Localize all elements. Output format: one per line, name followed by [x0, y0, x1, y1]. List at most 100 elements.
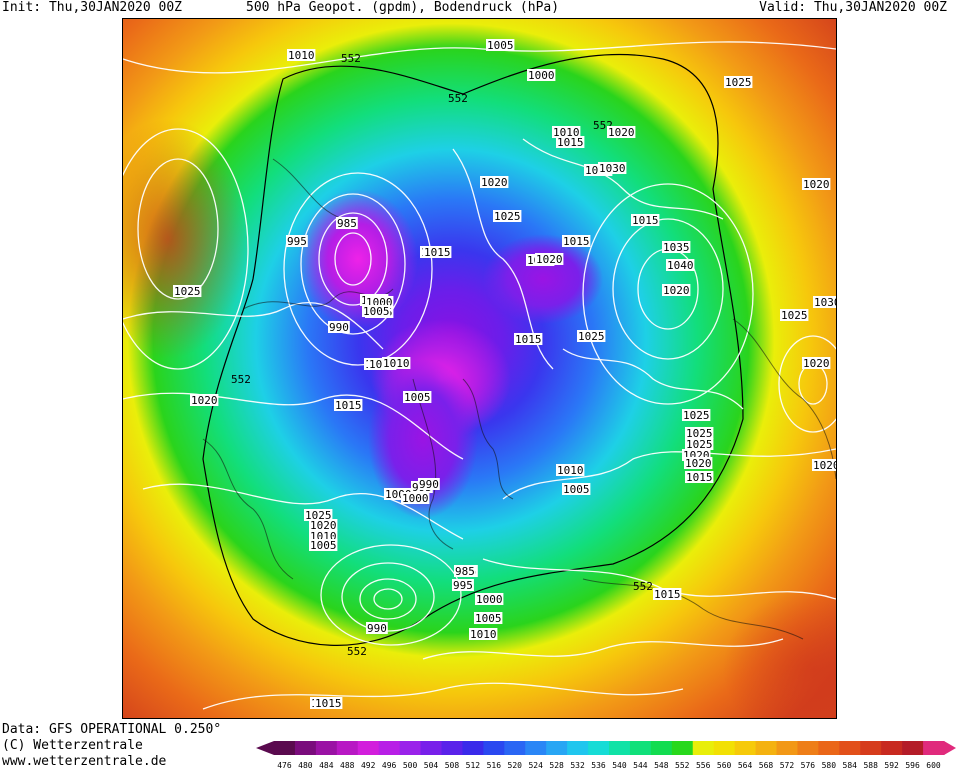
- pressure-label: 1005: [404, 391, 431, 404]
- isobar-lines: [123, 41, 836, 710]
- pressure-label: 1020: [536, 253, 563, 266]
- pressure-label: 1005: [487, 39, 514, 52]
- color-scale-ticks: 476 480 484 488 492 496 500 504 508 512 516 520 524 5…: [277, 761, 941, 770]
- pressure-label: 1020: [481, 176, 508, 189]
- geopotential-map-image: 552 552 552 552 552 552 1010100510001010…: [123, 19, 836, 718]
- pressure-label-bg: [556, 136, 585, 148]
- low-pressure-core-west: [298, 189, 418, 329]
- colorbar-swatch: [483, 741, 505, 755]
- pressure-label-bg: [813, 296, 836, 308]
- pressure-label: 1000: [476, 593, 503, 606]
- colorbar-swatch: [629, 741, 652, 755]
- pressure-label-bg: [190, 394, 219, 406]
- pressure-label-bg: [685, 427, 714, 439]
- colorbar-tick-label: 600: [926, 761, 941, 770]
- pressure-label-bg: [382, 357, 411, 369]
- pressure-label-bg: [682, 409, 711, 421]
- pressure-label-bg: [562, 483, 591, 495]
- colorbar-tick-label: 552: [675, 761, 690, 770]
- pressure-label-bg: [514, 333, 543, 345]
- pressure-label-bg: [403, 391, 432, 403]
- colorbar-swatch: [399, 741, 422, 755]
- pressure-label-bg: [401, 492, 430, 504]
- pressure-labels: 1010100510001010101510201025103010201025…: [173, 39, 836, 710]
- pressure-label-bg: [802, 357, 831, 369]
- pressure-label-bg: [452, 579, 474, 591]
- pressure-label-bg: [336, 217, 358, 229]
- contour-label: 552: [633, 580, 653, 593]
- colorbar-tick-label: 500: [403, 761, 418, 770]
- pressure-label: 995: [453, 579, 473, 592]
- pressure-label: 1015: [515, 333, 542, 346]
- pressure-label: 1040: [667, 259, 694, 272]
- colorbar-tick-label: 596: [905, 761, 920, 770]
- pressure-label: 1015: [557, 136, 584, 149]
- color-swatches: [256, 741, 956, 755]
- pressure-label: 1020: [813, 459, 836, 472]
- colorbar-swatch: [860, 741, 882, 755]
- colorbar-swatch: [671, 741, 694, 755]
- valid-time: Valid: Thu,30JAN2020 00Z: [759, 0, 947, 15]
- pressure-label: 1010: [557, 464, 584, 477]
- pressure-label-bg: [812, 459, 836, 471]
- pressure-label: 990: [329, 321, 349, 334]
- colorbar-tick-label: 528: [549, 761, 564, 770]
- pressure-label-bg: [684, 457, 713, 469]
- colorbar-tick-label: 488: [340, 761, 355, 770]
- colorbar-swatch: [546, 741, 568, 755]
- colorbar-swatch: [609, 741, 631, 755]
- pressure-label: 1030: [599, 162, 626, 175]
- pressure-label: 1015: [654, 588, 681, 601]
- colorbar-swatch: [776, 741, 798, 755]
- pressure-label-bg: [309, 539, 338, 551]
- pressure-label: 1030: [814, 296, 836, 309]
- pressure-label-bg: [802, 178, 831, 190]
- contour-label: 552: [341, 52, 361, 65]
- pressure-label: 1010: [553, 126, 580, 139]
- colorbar-swatch: [734, 741, 757, 755]
- contour-label: 552: [347, 645, 367, 658]
- colorbar-swatch: [378, 741, 401, 755]
- pressure-label-bg: [607, 126, 636, 138]
- pressure-label-bg: [685, 438, 714, 450]
- pressure-label-bg: [662, 241, 691, 253]
- pressure-label: 1025: [174, 285, 201, 298]
- colorbar-tick-label: 480: [298, 761, 313, 770]
- pressure-label: 990: [419, 478, 439, 491]
- colorbar-tick-label: 556: [696, 761, 711, 770]
- pressure-label-bg: [454, 565, 476, 577]
- colorbar-swatch: [818, 741, 840, 755]
- pressure-label: 1005: [475, 612, 502, 625]
- init-time: Init: Thu,30JAN2020 00Z: [2, 0, 183, 15]
- colorbar-swatch: [755, 741, 777, 755]
- pressure-label: 1010: [288, 49, 315, 62]
- pressure-label: 1005: [563, 483, 590, 496]
- colorbar-tick-label: 484: [319, 761, 334, 770]
- colorbar-max-arrow: [944, 741, 956, 755]
- pressure-label-bg: [486, 39, 515, 51]
- pressure-label: 1015: [315, 697, 342, 710]
- colorbar-tick-label: 476: [277, 761, 292, 770]
- pressure-label: 1020: [803, 178, 830, 191]
- pressure-label: 985: [455, 565, 475, 578]
- colorbar-tick-label: 568: [759, 761, 774, 770]
- pressure-label: 1025: [725, 76, 752, 89]
- pressure-label-bg: [598, 162, 627, 174]
- pressure-label-bg: [474, 612, 503, 624]
- colorbar-swatch: [567, 741, 589, 755]
- colorbar-swatch: [588, 741, 610, 755]
- pressure-label: 995: [287, 235, 307, 248]
- pressure-label: 1015: [424, 246, 451, 259]
- colorbar-swatch: [923, 741, 945, 755]
- colorbar-tick-label: 512: [466, 761, 481, 770]
- pressure-label: 1025: [305, 509, 332, 522]
- copyright: (C) Wetterzentrale: [2, 738, 143, 753]
- pressure-label-bg: [577, 330, 606, 342]
- pressure-label: 1020: [191, 394, 218, 407]
- colorbar-tick-label: 576: [801, 761, 816, 770]
- data-source: Data: GFS OPERATIONAL 0.250°: [2, 722, 222, 737]
- pressure-label-bg: [780, 309, 809, 321]
- pressure-label-bg: [480, 176, 509, 188]
- pressure-label: 1005: [363, 305, 390, 318]
- website-url[interactable]: www.wetterzentrale.de: [2, 754, 167, 769]
